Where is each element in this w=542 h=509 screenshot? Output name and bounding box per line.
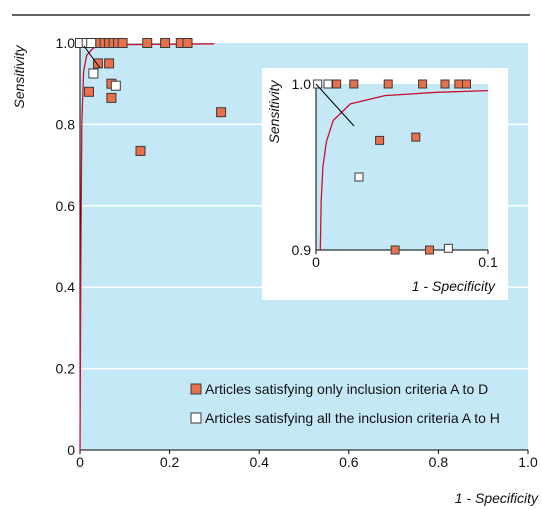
y-tick-label: 1.0 [56,35,76,51]
point-criteria-a-d [332,79,342,89]
y-tick-label: 0.8 [56,116,76,132]
main-y-axis-label: Sensitivity [11,44,27,108]
point-criteria-a-h [323,79,333,89]
inset-plot-area [316,84,488,250]
main-data-points [75,38,227,156]
inset-y-axis-label: Sensitivity [266,79,282,143]
legend: Articles satisfying only inclusion crite… [190,381,500,426]
point-criteria-a-d [425,245,434,255]
y-tick-label: 0.9 [292,242,312,258]
x-tick-label: 0 [312,254,320,270]
point-criteria-a-d [106,92,117,103]
point-criteria-a-d [160,38,171,48]
legend-label-a-h: Articles satisfying all the inclusion cr… [205,410,500,426]
point-criteria-a-h [86,38,97,48]
point-criteria-a-d [349,79,359,89]
x-tick-label: 0.4 [249,454,269,470]
point-criteria-a-d [462,79,471,89]
x-tick-label: 0.2 [160,454,180,470]
point-criteria-a-d [117,38,128,48]
point-criteria-a-h [88,68,99,79]
x-tick-label: 0.8 [429,454,449,470]
point-criteria-a-d [182,38,193,48]
legend-label-a-d: Articles satisfying only inclusion crite… [205,381,488,397]
legend-swatch-a-d [190,383,202,395]
y-tick-label: 0.2 [56,361,76,377]
legend-swatch-a-h [190,412,202,424]
point-criteria-a-d [411,132,421,142]
main-tick-labels: 0 0.2 0.4 0.6 0.8 1.0 0 0.2 0.4 0.6 0.8 1.0 [56,35,538,470]
x-tick-label: 0.1 [478,254,498,270]
main-x-axis-label: 1 - Specificity [455,490,539,506]
point-criteria-a-d [440,79,450,89]
roc-curve-line [319,89,489,251]
y-tick-label: 0.6 [56,198,76,214]
x-tick-label: 0.6 [339,454,359,470]
point-criteria-a-d [383,79,393,89]
point-criteria-a-d [216,107,227,118]
point-criteria-a-d [92,58,103,69]
point-criteria-a-d [104,58,115,69]
x-tick-label: 1.0 [518,454,538,470]
y-tick-label: 0 [67,442,75,458]
inset-roc-curve [319,89,489,251]
point-criteria-a-d [418,79,428,89]
y-tick-label: 0.4 [56,279,76,295]
inset-x-axis-label: 1 - Specificity [412,278,496,294]
point-criteria-a-d [84,86,94,97]
point-criteria-a-d [375,135,385,145]
zoom-leader-line-main [83,45,101,69]
point-criteria-a-d [142,38,153,48]
point-criteria-a-d [454,79,464,89]
point-criteria-a-h [354,172,364,182]
point-criteria-a-h [443,243,453,253]
inset-tick-labels: 0.9 1.0 0 0.1 [292,76,498,270]
inset-data-points [313,79,471,255]
point-criteria-a-d [135,145,146,156]
y-tick-label: 1.0 [292,76,312,92]
zoom-leader-line-inset [315,83,355,127]
point-criteria-a-h [110,80,121,91]
point-criteria-a-h [313,79,323,89]
point-criteria-a-d [390,245,400,255]
x-tick-label: 0 [76,454,84,470]
